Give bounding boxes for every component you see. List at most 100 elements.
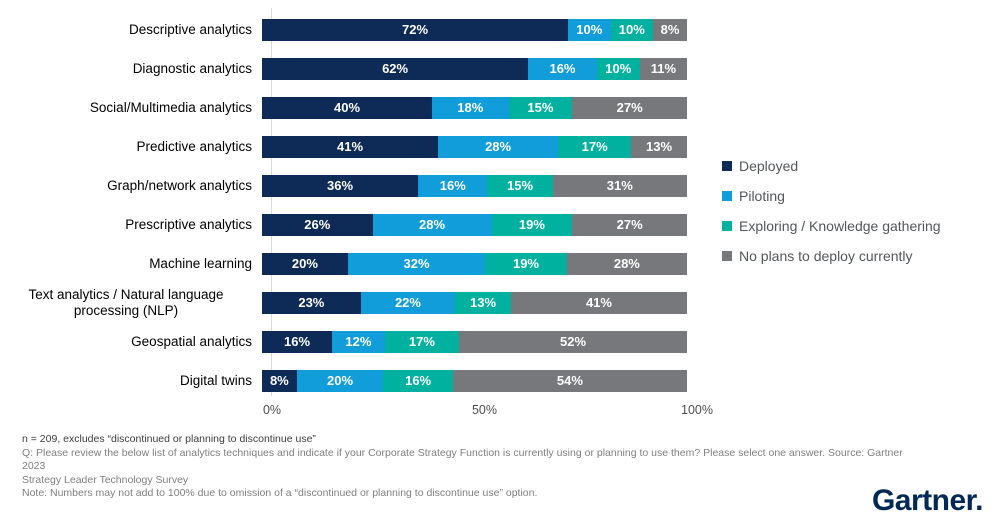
bar-segment-no-plans-to-deploy-currently: 27% (572, 213, 687, 236)
bar-segment-piloting: 32% (347, 252, 486, 275)
segment-value-label: 17% (408, 334, 435, 349)
category-label: Social/Multimedia analytics (0, 100, 262, 116)
bar-segment-piloting: 16% (528, 57, 597, 80)
segment-value-label: 32% (403, 256, 430, 271)
legend-item-deployed: Deployed (722, 157, 941, 175)
bar-segment-piloting: 28% (438, 135, 559, 158)
bar-segment-deployed: 36% (262, 174, 419, 197)
segment-value-label: 16% (284, 334, 311, 349)
segment-value-label: 72% (401, 22, 429, 37)
footnote-question: Q: Please review the below list of analy… (22, 446, 903, 473)
category-label-text: Descriptive analytics (128, 21, 252, 37)
segment-value-label: 11% (650, 61, 677, 76)
bar-track: 41% 28% 17% 13% (262, 135, 687, 158)
segment-value-label: 36% (327, 178, 354, 193)
segment-value-label: 22% (394, 295, 421, 310)
bar-segment-exploring-knowledge-gathering: 15% (508, 96, 573, 119)
legend-item-exploring-knowledge-gathering: Exploring / Knowledge gathering (722, 217, 941, 235)
category-label: Prescriptive analytics (0, 217, 262, 233)
bar-segment-no-plans-to-deploy-currently: 8% (653, 18, 687, 41)
bar-track: 16% 12% 17% 52% (262, 330, 687, 353)
chart-row: Machine learning 20% 32% 19% 28% (0, 244, 697, 283)
category-label: Text analytics / Natural language proces… (0, 287, 262, 319)
bar-segment-no-plans-to-deploy-currently: 27% (572, 96, 687, 119)
bar-segment-deployed: 62% (262, 57, 529, 80)
bar-segment-deployed: 26% (262, 213, 373, 236)
gartner-logo: Gartner. (871, 484, 984, 517)
bar-segment-piloting: 22% (360, 291, 456, 314)
segment-value-label: 20% (291, 256, 318, 271)
y-axis-line (271, 8, 272, 396)
x-axis-tick: 0% (262, 403, 282, 417)
x-axis-tick: 50% (471, 403, 498, 417)
segment-value-label: 12% (345, 334, 372, 349)
segment-value-label: 41% (585, 295, 612, 310)
footnote-sample-size: n = 209, excludes “discontinued or plann… (22, 433, 316, 445)
segment-value-label: 28% (418, 217, 446, 232)
x-axis-tick: 100% (681, 403, 713, 417)
segment-value-label: 10% (605, 61, 632, 76)
bar-segment-exploring-knowledge-gathering: 15% (487, 174, 553, 197)
bar-segment-no-plans-to-deploy-currently: 13% (631, 135, 687, 158)
footnote-note: Note: Numbers may not add to 100% due to… (22, 487, 538, 499)
segment-value-label: 40% (333, 100, 361, 115)
bar-track: 62% 16% 10% 11% (262, 57, 687, 80)
segment-value-label: 8% (269, 373, 289, 388)
bar-segment-no-plans-to-deploy-currently: 41% (510, 291, 687, 314)
category-label-text: Prescriptive analytics (125, 216, 252, 232)
bar-segment-exploring-knowledge-gathering: 10% (596, 57, 640, 80)
chart-row: Social/Multimedia analytics 40% 18% 15% 27% (0, 88, 697, 127)
category-label: Machine learning (0, 256, 262, 272)
bar-segment-deployed: 20% (262, 252, 348, 275)
legend: Deployed Piloting Exploring / Knowledge ga… (722, 157, 941, 277)
legend-label: Piloting (739, 188, 785, 204)
segment-value-label: 28% (613, 256, 640, 271)
category-label-text: Machine learning (149, 255, 252, 271)
segment-value-label: 10% (618, 22, 645, 37)
legend-label: No plans to deploy currently (739, 248, 913, 264)
legend-swatch-icon (722, 191, 732, 201)
category-label: Digital twins (0, 373, 262, 389)
bar-track: 20% 32% 19% 28% (262, 252, 687, 275)
segment-value-label: 27% (616, 100, 643, 115)
segment-value-label: 13% (470, 295, 497, 310)
chart-row: Descriptive analytics 72% 10% 10% 8% (0, 10, 697, 49)
segment-value-label: 15% (506, 178, 534, 193)
segment-value-label: 41% (336, 139, 364, 154)
x-axis: 0% 50% 100% (263, 403, 713, 419)
bar-segment-deployed: 72% (262, 18, 568, 41)
bar-segment-exploring-knowledge-gathering: 19% (491, 213, 573, 236)
bar-segment-deployed: 16% (262, 330, 333, 353)
bar-segment-exploring-knowledge-gathering: 13% (455, 291, 511, 314)
legend-swatch-icon (722, 161, 732, 171)
category-label-text: Digital twins (179, 372, 252, 388)
bar-segment-piloting: 12% (332, 330, 385, 353)
legend-label: Exploring / Knowledge gathering (739, 218, 941, 234)
category-label-text: Graph/network analytics (107, 177, 252, 193)
legend-item-no-plans-to-deploy-currently: No plans to deploy currently (722, 247, 941, 265)
segment-value-label: 27% (616, 217, 643, 232)
bar-segment-deployed: 40% (262, 96, 432, 119)
bar-segment-piloting: 18% (432, 96, 509, 119)
bar-segment-no-plans-to-deploy-currently: 54% (452, 369, 687, 392)
chart-row: Digital twins 8% 20% 16% 54% (0, 361, 697, 400)
footnote-survey: Strategy Leader Technology Survey (22, 473, 189, 486)
bar-track: 23% 22% 13% 41% (262, 291, 687, 314)
category-label: Descriptive analytics (0, 22, 262, 38)
category-label: Geospatial analytics (0, 334, 262, 350)
bar-segment-no-plans-to-deploy-currently: 31% (552, 174, 687, 197)
category-label-text: Geospatial analytics (131, 333, 252, 349)
segment-value-label: 28% (485, 139, 512, 154)
category-label-text: Predictive analytics (136, 138, 252, 154)
category-label: Diagnostic analytics (0, 61, 262, 77)
segment-value-label: 15% (527, 100, 554, 115)
bar-segment-no-plans-to-deploy-currently: 11% (639, 57, 687, 80)
bar-segment-deployed: 8% (262, 369, 297, 392)
category-label: Graph/network analytics (0, 178, 262, 194)
bar-segment-exploring-knowledge-gathering: 17% (558, 135, 632, 158)
segment-value-label: 54% (556, 373, 583, 388)
bar-segment-piloting: 28% (372, 213, 492, 236)
bar-segment-piloting: 20% (296, 369, 384, 392)
segment-value-label: 26% (304, 217, 331, 232)
segment-value-label: 20% (327, 373, 354, 388)
